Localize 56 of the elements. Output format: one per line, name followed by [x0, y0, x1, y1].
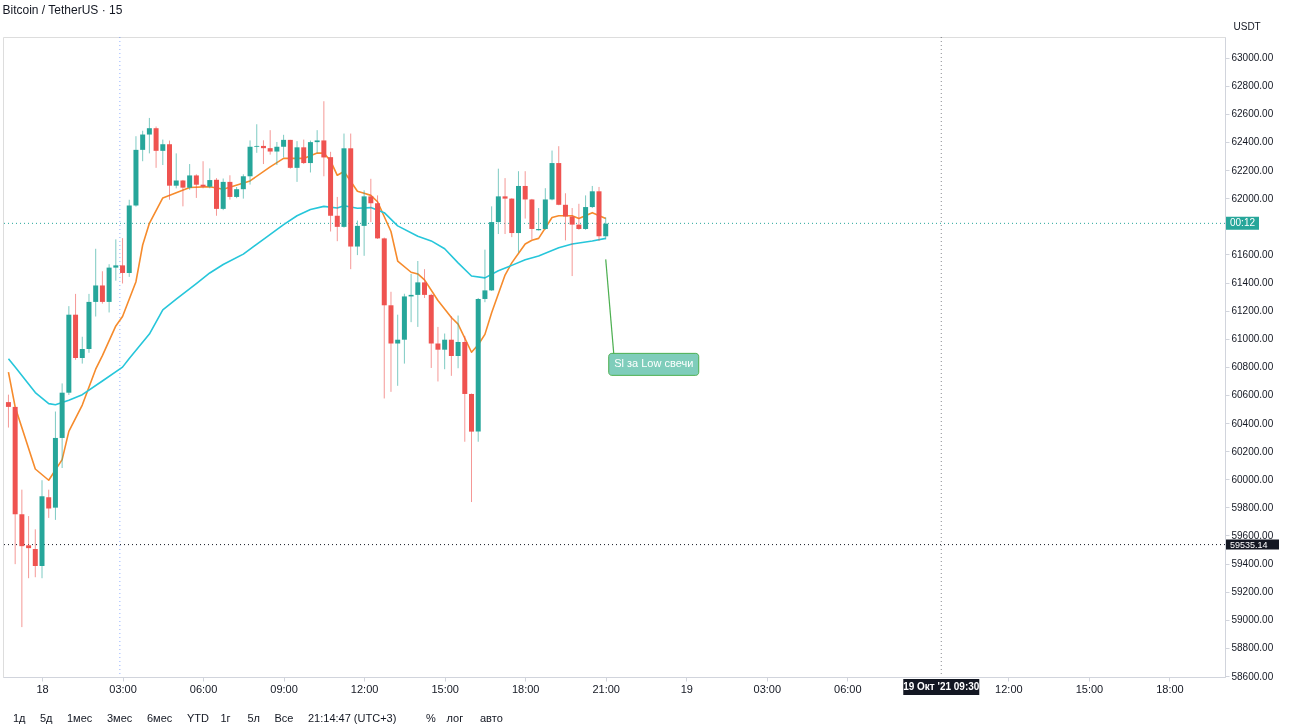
x-tick-label: 15:00 — [431, 682, 459, 695]
x-tick-label: 15:00 — [1075, 682, 1104, 695]
y-tick-label: 60400.00 — [1231, 417, 1274, 429]
y-tick-label: 62600.00 — [1231, 108, 1274, 120]
x-tick-label: 12:00 — [350, 682, 379, 695]
y-tick-label: 60200.00 — [1231, 445, 1274, 457]
y-tick-label: 63000.00 — [1231, 52, 1274, 64]
y-tick-label: 60600.00 — [1231, 389, 1274, 401]
y-tick-label: 59800.00 — [1231, 501, 1274, 513]
y-tick-label: 62800.00 — [1231, 80, 1274, 92]
y-tick-label: 61200.00 — [1231, 305, 1274, 317]
line-series — [7, 204, 607, 406]
x-tick-label: 19 — [680, 682, 693, 695]
x-tick-label: 18:00 — [1156, 682, 1184, 695]
y-tick-label: 59200.00 — [1231, 586, 1274, 598]
text: % — [426, 712, 436, 724]
text: 1г — [220, 712, 231, 724]
y-tick-label: 61600.00 — [1231, 248, 1274, 260]
annotation: Sl за Low свечи — [614, 357, 694, 370]
text: 5л — [247, 712, 261, 724]
y-tick-label: 62000.00 — [1231, 192, 1274, 204]
text: 5д — [40, 712, 54, 724]
x-tick-label: 03:00 — [753, 682, 782, 695]
y-tick-label: 59600.00 — [1231, 529, 1274, 541]
text: Все — [274, 712, 294, 724]
text: 1мес — [67, 712, 93, 724]
x-tick-label: 18:00 — [511, 682, 540, 695]
x-tick-label: 09:00 — [270, 682, 298, 695]
y-axis-title: USDT — [1233, 20, 1261, 32]
y-tick-label: 61000.00 — [1231, 333, 1274, 345]
y-tick-label: 59400.00 — [1231, 558, 1274, 570]
text: 21:14:47 (UTC+3) — [308, 712, 397, 724]
text: 6мес — [147, 712, 173, 724]
text: YTD — [187, 712, 210, 724]
ref-line-label: 19 Окт '21 09:30 — [903, 681, 980, 692]
y-tick-label: 58800.00 — [1231, 642, 1274, 654]
x-tick-label: 12:00 — [995, 682, 1023, 695]
y-tick-label: 60800.00 — [1231, 361, 1274, 373]
y-tick-label: 59000.00 — [1231, 614, 1274, 626]
x-tick-label: 18 — [36, 682, 49, 695]
chart-title: Bitcoin / TetherUS · 15 — [2, 3, 123, 17]
x-tick-label: 03:00 — [109, 682, 137, 695]
y-tick-label: 62400.00 — [1231, 136, 1274, 148]
text: 3мес — [107, 712, 133, 724]
text: 1д — [13, 712, 27, 724]
y-tick-label: 61400.00 — [1231, 277, 1274, 289]
x-tick-label: 06:00 — [834, 682, 862, 695]
y-tick-label: 62200.00 — [1231, 164, 1274, 176]
y-tick-label: 58600.00 — [1231, 670, 1274, 682]
x-tick-label: 21:00 — [592, 682, 620, 695]
text: лог — [446, 712, 464, 724]
y-tick-label: 60000.00 — [1231, 473, 1274, 485]
x-tick-label: 06:00 — [189, 682, 218, 695]
text: 00:12 — [1230, 217, 1256, 229]
ref-line-label: 59535.14 — [1230, 539, 1268, 550]
text: авто — [480, 712, 503, 724]
